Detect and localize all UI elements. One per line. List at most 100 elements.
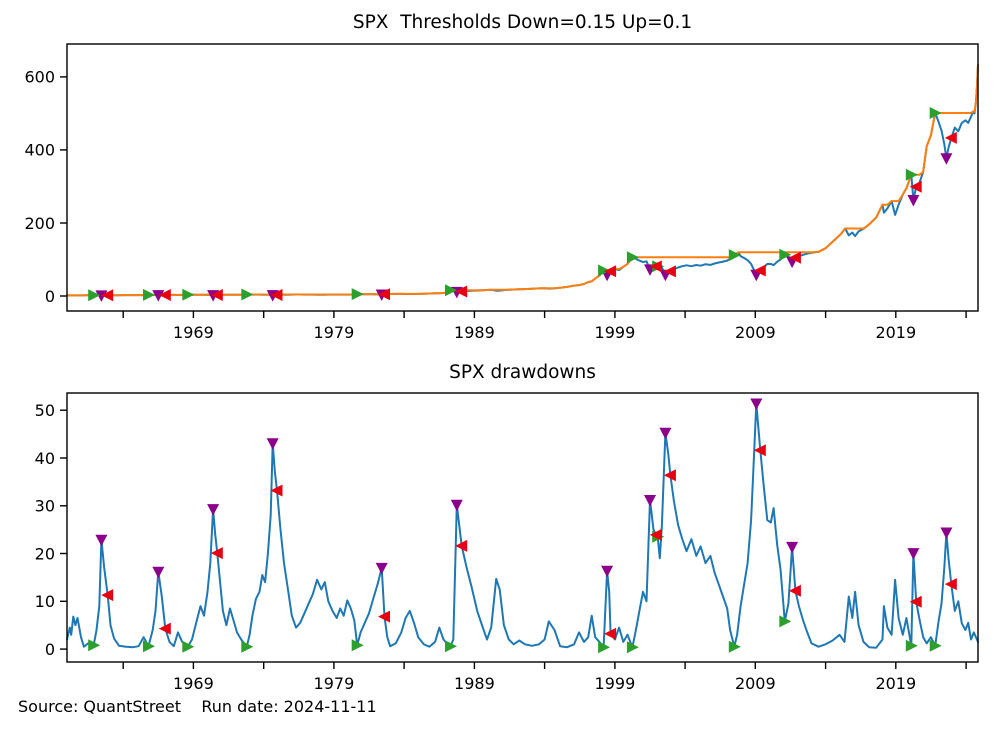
up-threshold-marker-icon bbox=[649, 528, 662, 541]
price-line bbox=[66, 63, 979, 297]
peak-marker-icon bbox=[182, 640, 195, 653]
up-threshold-marker-icon bbox=[788, 584, 801, 597]
trough-marker-icon bbox=[940, 153, 953, 165]
trough-marker-icon bbox=[659, 427, 672, 440]
x-tick-label: 2009 bbox=[735, 674, 776, 693]
axes-spines bbox=[66, 43, 979, 312]
threshold-line bbox=[66, 63, 979, 297]
peak-marker-icon bbox=[929, 107, 942, 119]
up-threshold-marker-icon bbox=[210, 547, 223, 560]
up-threshold-marker-icon bbox=[101, 289, 114, 302]
x-tick-label: 1999 bbox=[595, 323, 636, 342]
peak-marker-icon bbox=[88, 289, 101, 302]
top-chart-title: SPX Thresholds Down=0.15 Up=0.1 bbox=[352, 12, 693, 33]
trough-marker-icon bbox=[450, 499, 463, 512]
up-threshold-marker-icon bbox=[158, 622, 171, 635]
x-tick-label: 2019 bbox=[875, 323, 916, 342]
peak-marker-icon bbox=[598, 641, 611, 654]
up-threshold-marker-icon bbox=[944, 131, 957, 144]
y-tick-label: 50 bbox=[35, 401, 55, 420]
peak-marker-icon bbox=[728, 249, 741, 262]
peak-marker-icon bbox=[779, 615, 792, 628]
trough-marker-icon bbox=[644, 495, 656, 507]
x-tick-label: 1999 bbox=[595, 674, 636, 693]
trough-marker-icon bbox=[601, 565, 614, 578]
y-tick-label: 10 bbox=[35, 592, 55, 611]
trough-marker-icon bbox=[375, 562, 388, 575]
x-tick-label: 1989 bbox=[454, 674, 495, 693]
axes-spines bbox=[66, 392, 979, 663]
top-chart: 1969 1979 1989 1999 2009 2019 0 200 400 600 bbox=[24, 43, 979, 342]
trough-marker-icon bbox=[786, 541, 799, 554]
y-tick-label: 0 bbox=[45, 287, 55, 306]
peak-marker-icon bbox=[626, 251, 639, 264]
up-threshold-marker-icon bbox=[101, 589, 114, 602]
up-threshold-marker-icon bbox=[909, 595, 922, 608]
y-tick-label: 0 bbox=[45, 640, 55, 659]
peak-marker-icon bbox=[598, 264, 611, 277]
peak-marker-icon bbox=[445, 284, 457, 297]
up-threshold-marker-icon bbox=[663, 265, 676, 278]
up-threshold-marker-icon bbox=[753, 264, 766, 277]
up-threshold-marker-icon bbox=[455, 539, 468, 552]
peak-marker-icon bbox=[445, 640, 457, 653]
trough-marker-icon bbox=[152, 290, 165, 302]
bottom-chart-title: SPX drawdowns bbox=[449, 362, 596, 383]
x-tick-label: 1979 bbox=[314, 674, 355, 693]
peak-marker-icon bbox=[143, 640, 155, 653]
up-threshold-marker-icon bbox=[158, 289, 171, 301]
bottom-chart: 1969 1979 1989 1999 2009 2019 0 10 20 30 40 50 bbox=[35, 392, 979, 693]
y-tick-label: 40 bbox=[35, 449, 55, 468]
up-threshold-marker-icon bbox=[378, 288, 390, 301]
trough-marker-icon bbox=[907, 195, 920, 207]
up-threshold-marker-icon bbox=[270, 289, 283, 301]
peak-marker-icon bbox=[351, 288, 364, 301]
drawdown-line bbox=[66, 402, 979, 649]
y-tick-label: 200 bbox=[24, 214, 55, 233]
x-tick-label: 2009 bbox=[735, 323, 776, 342]
trough-marker-icon bbox=[940, 527, 953, 539]
peak-marker-icon bbox=[182, 288, 195, 301]
peak-marker-icon bbox=[905, 639, 918, 652]
up-threshold-marker-icon bbox=[663, 469, 676, 482]
peak-marker-icon bbox=[241, 640, 254, 653]
trough-marker-icon bbox=[95, 534, 108, 547]
trough-marker-icon bbox=[266, 438, 279, 450]
peak-marker-icon bbox=[626, 641, 639, 654]
up-threshold-marker-icon bbox=[753, 444, 766, 457]
y-tick-label: 30 bbox=[35, 497, 55, 516]
x-tick-label: 1969 bbox=[173, 323, 214, 342]
source-footer: Source: QuantStreet Run date: 2024-11-11 bbox=[18, 697, 377, 716]
x-tick-label: 2019 bbox=[875, 674, 916, 693]
y-tick-label: 20 bbox=[35, 544, 55, 563]
peak-marker-icon bbox=[929, 639, 942, 652]
peak-marker-icon bbox=[779, 248, 792, 261]
up-threshold-marker-icon bbox=[944, 578, 957, 591]
peak-marker-icon bbox=[351, 639, 364, 652]
up-threshold-marker-icon bbox=[788, 251, 801, 264]
peak-marker-icon bbox=[241, 288, 254, 301]
x-tick-label: 1969 bbox=[173, 674, 214, 693]
up-threshold-marker-icon bbox=[649, 260, 662, 273]
up-threshold-marker-icon bbox=[270, 484, 283, 497]
peak-marker-icon bbox=[728, 640, 741, 653]
trough-marker-icon bbox=[907, 548, 920, 560]
trough-marker-icon bbox=[152, 566, 165, 579]
x-tick-label: 1989 bbox=[454, 323, 495, 342]
up-threshold-marker-icon bbox=[604, 265, 617, 278]
up-threshold-marker-icon bbox=[604, 627, 617, 640]
peak-marker-icon bbox=[143, 288, 155, 301]
up-threshold-marker-icon bbox=[378, 610, 390, 623]
x-tick-label: 1979 bbox=[314, 323, 355, 342]
y-tick-label: 400 bbox=[24, 141, 55, 160]
trough-marker-icon bbox=[207, 504, 220, 516]
y-tick-label: 600 bbox=[24, 68, 55, 87]
peak-marker-icon bbox=[905, 168, 918, 181]
peak-marker-icon bbox=[88, 639, 101, 652]
up-threshold-marker-icon bbox=[455, 285, 468, 298]
up-threshold-marker-icon bbox=[909, 180, 922, 193]
trough-marker-icon bbox=[750, 398, 763, 410]
up-threshold-marker-icon bbox=[210, 289, 223, 301]
